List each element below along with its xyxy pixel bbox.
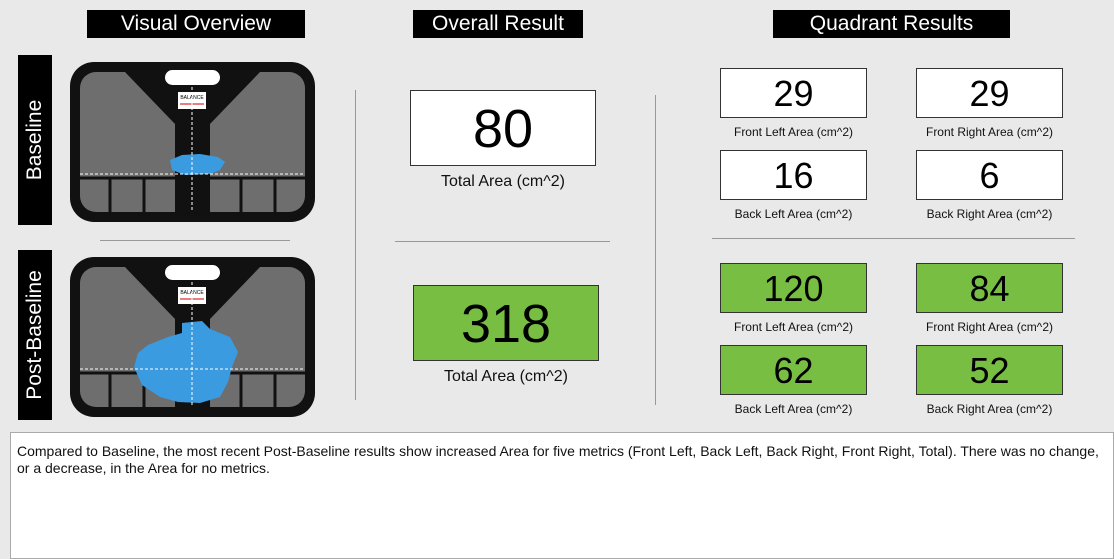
separator bbox=[712, 238, 1075, 239]
board: BALANCE bbox=[70, 62, 315, 222]
header: Overall Result bbox=[413, 10, 583, 38]
quadrant-label: Front Right Area (cm^2) bbox=[896, 125, 1083, 139]
quadrant-label: Back Right Area (cm^2) bbox=[896, 402, 1083, 416]
quadrant-label: Front Right Area (cm^2) bbox=[896, 320, 1083, 334]
quadrant-value: 16 bbox=[720, 150, 867, 200]
quadrant-value: 29 bbox=[916, 68, 1063, 118]
quadrant-label: Front Left Area (cm^2) bbox=[700, 125, 887, 139]
separator bbox=[395, 241, 610, 242]
board: BALANCE bbox=[70, 257, 315, 417]
row-label: Post-Baseline bbox=[18, 250, 52, 420]
board-image: BALANCE bbox=[70, 62, 315, 222]
board-image: BALANCE bbox=[70, 257, 315, 417]
separator bbox=[655, 95, 656, 405]
row-label-text: Post-Baseline bbox=[23, 270, 47, 400]
total-value: 80 bbox=[410, 90, 596, 166]
quadrant-value: 6 bbox=[916, 150, 1063, 200]
quadrant-value: 120 bbox=[720, 263, 867, 313]
quadrant-value: 84 bbox=[916, 263, 1063, 313]
quadrant-value: 52 bbox=[916, 345, 1063, 395]
quadrant-value: 62 bbox=[720, 345, 867, 395]
row-label: Baseline bbox=[18, 55, 52, 225]
summary: Compared to Baseline, the most recent Po… bbox=[10, 432, 1114, 559]
row-label-text: Baseline bbox=[23, 100, 47, 181]
separator bbox=[355, 90, 356, 400]
quadrant-label: Back Left Area (cm^2) bbox=[700, 402, 887, 416]
header: Quadrant Results bbox=[773, 10, 1010, 38]
total-value: 318 bbox=[413, 285, 599, 361]
header: Visual Overview bbox=[87, 10, 305, 38]
quadrant-label: Back Left Area (cm^2) bbox=[700, 207, 887, 221]
separator bbox=[100, 240, 290, 241]
quadrant-label: Front Left Area (cm^2) bbox=[700, 320, 887, 334]
page: Visual Overview Overall Result Quadrant … bbox=[0, 0, 1114, 559]
total-label: Total Area (cm^2) bbox=[403, 368, 609, 386]
quadrant-label: Back Right Area (cm^2) bbox=[896, 207, 1083, 221]
total-label: Total Area (cm^2) bbox=[400, 173, 606, 191]
quadrant-value: 29 bbox=[720, 68, 867, 118]
